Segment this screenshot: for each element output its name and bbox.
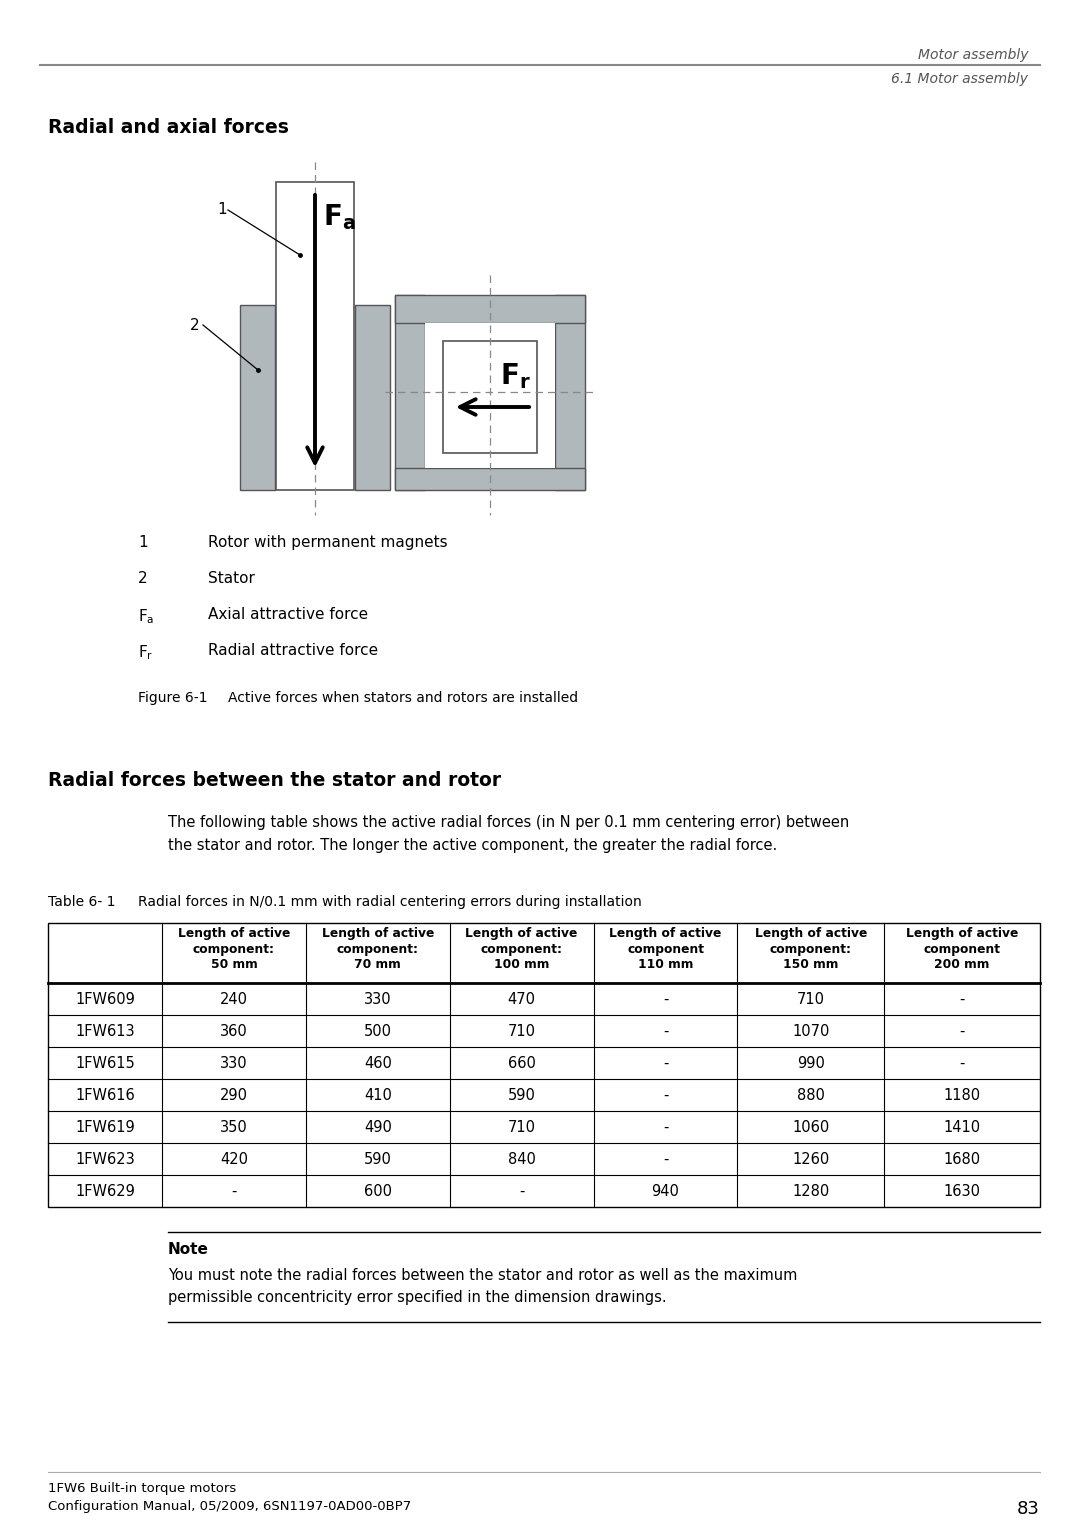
Text: 1FW619: 1FW619: [76, 1119, 135, 1135]
Text: F$_\mathsf{r}$: F$_\mathsf{r}$: [138, 643, 153, 661]
Text: 470: 470: [508, 991, 536, 1006]
Text: 940: 940: [651, 1183, 679, 1199]
Text: -: -: [519, 1183, 525, 1199]
Text: 1FW6 Built-in torque motors: 1FW6 Built-in torque motors: [48, 1483, 237, 1495]
Text: 1260: 1260: [793, 1151, 829, 1167]
Text: 600: 600: [364, 1183, 392, 1199]
Text: 1680: 1680: [944, 1151, 981, 1167]
Bar: [240, 305, 275, 490]
Text: 490: 490: [364, 1119, 392, 1135]
Text: Length of active
component:
150 mm: Length of active component: 150 mm: [755, 927, 867, 971]
Text: $\mathbf{F_a}$: $\mathbf{F_a}$: [323, 202, 356, 232]
Text: 360: 360: [220, 1023, 248, 1038]
Text: Length of active
component:
100 mm: Length of active component: 100 mm: [465, 927, 578, 971]
Text: Radial forces between the stator and rotor: Radial forces between the stator and rot…: [48, 771, 501, 789]
Text: 840: 840: [508, 1151, 536, 1167]
Text: 2: 2: [138, 571, 148, 586]
Text: 590: 590: [508, 1087, 536, 1102]
Text: Note: Note: [168, 1241, 208, 1257]
Text: 500: 500: [364, 1023, 392, 1038]
Text: Radial forces in N/0.1 mm with radial centering errors during installation: Radial forces in N/0.1 mm with radial ce…: [138, 895, 642, 909]
Text: -: -: [663, 1151, 669, 1167]
Text: -: -: [663, 1119, 669, 1135]
Text: 880: 880: [797, 1087, 825, 1102]
Bar: [48, 922, 1040, 1206]
Text: 710: 710: [797, 991, 825, 1006]
Text: 460: 460: [364, 1055, 392, 1070]
Text: 1FW613: 1FW613: [76, 1023, 135, 1038]
Text: 1FW609: 1FW609: [76, 991, 135, 1006]
Text: 290: 290: [220, 1087, 248, 1102]
Text: 590: 590: [364, 1151, 392, 1167]
Text: 420: 420: [220, 1151, 248, 1167]
Text: F$_\mathsf{a}$: F$_\mathsf{a}$: [138, 608, 154, 626]
Text: 1FW616: 1FW616: [76, 1087, 135, 1102]
Text: 6.1 Motor assembly: 6.1 Motor assembly: [891, 72, 1028, 86]
Text: 1410: 1410: [944, 1119, 981, 1135]
Text: -: -: [663, 1055, 669, 1070]
Text: 1280: 1280: [793, 1183, 829, 1199]
Text: 1FW629: 1FW629: [76, 1183, 135, 1199]
Text: 410: 410: [364, 1087, 392, 1102]
Bar: [395, 295, 585, 324]
Text: $\mathbf{F_r}$: $\mathbf{F_r}$: [500, 362, 530, 391]
Text: -: -: [231, 1183, 237, 1199]
Text: Radial and axial forces: Radial and axial forces: [48, 118, 288, 137]
Text: 350: 350: [220, 1119, 248, 1135]
Text: 1180: 1180: [944, 1087, 981, 1102]
Text: Length of active
component
110 mm: Length of active component 110 mm: [609, 927, 721, 971]
Text: -: -: [959, 991, 964, 1006]
Bar: [443, 341, 537, 454]
Text: 330: 330: [364, 991, 392, 1006]
Text: Length of active
component
200 mm: Length of active component 200 mm: [906, 927, 1018, 971]
Bar: [555, 295, 585, 490]
Text: Length of active
component:
50 mm: Length of active component: 50 mm: [178, 927, 291, 971]
Text: 1FW615: 1FW615: [76, 1055, 135, 1070]
Text: 710: 710: [508, 1119, 536, 1135]
Text: 2: 2: [190, 318, 200, 333]
Text: Axial attractive force: Axial attractive force: [208, 608, 368, 621]
Text: 330: 330: [220, 1055, 247, 1070]
Text: -: -: [959, 1023, 964, 1038]
Text: Radial attractive force: Radial attractive force: [208, 643, 378, 658]
Text: 1FW623: 1FW623: [76, 1151, 135, 1167]
Text: -: -: [959, 1055, 964, 1070]
Bar: [395, 295, 426, 490]
Text: Rotor with permanent magnets: Rotor with permanent magnets: [208, 534, 447, 550]
Text: 1: 1: [138, 534, 148, 550]
Text: 660: 660: [508, 1055, 536, 1070]
Text: 1: 1: [217, 203, 227, 217]
Text: -: -: [663, 1023, 669, 1038]
Text: -: -: [663, 991, 669, 1006]
Text: Length of active
component:
70 mm: Length of active component: 70 mm: [322, 927, 434, 971]
Bar: [276, 182, 354, 490]
Text: 990: 990: [797, 1055, 825, 1070]
Text: Motor assembly: Motor assembly: [918, 47, 1028, 63]
Text: 83: 83: [1017, 1500, 1040, 1518]
Bar: [395, 467, 585, 490]
Bar: [426, 324, 555, 467]
Text: Table 6- 1: Table 6- 1: [48, 895, 116, 909]
Text: 240: 240: [220, 991, 248, 1006]
Text: -: -: [663, 1087, 669, 1102]
Text: 1070: 1070: [792, 1023, 829, 1038]
Text: Stator: Stator: [208, 571, 255, 586]
Text: Configuration Manual, 05/2009, 6SN1197-0AD00-0BP7: Configuration Manual, 05/2009, 6SN1197-0…: [48, 1500, 411, 1513]
Text: Active forces when stators and rotors are installed: Active forces when stators and rotors ar…: [228, 692, 578, 705]
Text: The following table shows the active radial forces (in N per 0.1 mm centering er: The following table shows the active rad…: [168, 815, 849, 852]
Text: 1060: 1060: [793, 1119, 829, 1135]
Text: 1630: 1630: [944, 1183, 981, 1199]
Text: Figure 6-1: Figure 6-1: [138, 692, 207, 705]
Text: 710: 710: [508, 1023, 536, 1038]
Bar: [355, 305, 390, 490]
Text: You must note the radial forces between the stator and rotor as well as the maxi: You must note the radial forces between …: [168, 1267, 797, 1306]
